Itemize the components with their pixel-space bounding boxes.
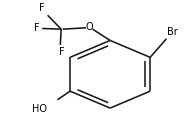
Text: O: O — [86, 22, 93, 32]
Text: F: F — [34, 23, 39, 34]
Text: Br: Br — [167, 27, 178, 37]
Text: HO: HO — [32, 104, 47, 114]
Text: F: F — [59, 47, 65, 57]
Text: F: F — [39, 3, 45, 13]
